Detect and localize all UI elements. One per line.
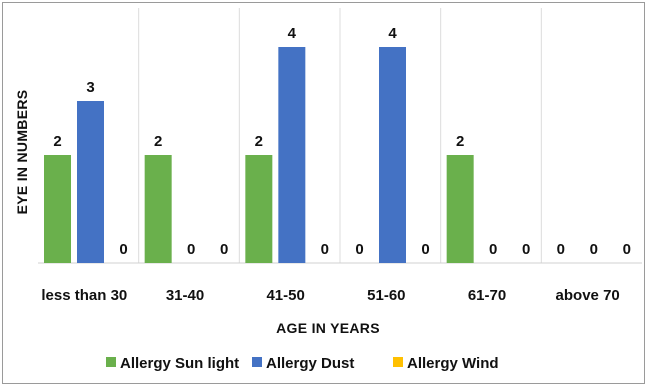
- bar: [278, 47, 306, 263]
- x-tick-label: less than 30: [41, 287, 127, 304]
- bar: [379, 47, 406, 263]
- data-label: 0: [321, 241, 329, 258]
- data-label: 2: [154, 133, 162, 150]
- legend-entry: Allergy Sun light: [120, 355, 239, 372]
- data-label: 0: [220, 241, 228, 258]
- bar: [77, 101, 104, 263]
- data-label: 2: [456, 133, 464, 150]
- data-label: 0: [119, 241, 127, 258]
- bar: [446, 155, 474, 263]
- data-label: 0: [489, 241, 497, 258]
- legend: Allergy Sun light Allergy Dust Allergy Win…: [106, 355, 499, 372]
- bar: [144, 155, 172, 263]
- x-tick-label: 61-70: [468, 287, 506, 304]
- x-tick-label: 51-60: [367, 287, 405, 304]
- x-axis-title: AGE IN YEARS: [276, 320, 380, 336]
- data-label: 0: [421, 241, 429, 258]
- x-tick-label: 31-40: [166, 287, 204, 304]
- bar: [44, 155, 71, 263]
- data-label: 0: [522, 241, 530, 258]
- legend-swatch: [393, 357, 403, 367]
- data-label: 0: [187, 241, 195, 258]
- data-label: 2: [53, 133, 61, 150]
- data-label: 0: [355, 241, 363, 258]
- bar: [245, 155, 273, 263]
- legend-swatch: [106, 357, 116, 367]
- data-label: 4: [288, 25, 297, 42]
- chart-frame: [2, 2, 645, 384]
- data-label: 0: [557, 241, 565, 258]
- legend-entry: Allergy Wind: [407, 355, 499, 372]
- x-tick-label: above 70: [556, 287, 620, 304]
- bars: [44, 47, 474, 263]
- x-tick-label: 41-50: [266, 287, 304, 304]
- legend-swatch: [252, 357, 262, 367]
- data-label: 4: [388, 25, 397, 42]
- x-tick-labels: less than 30 31-40 41-50 51-60 61-70 above 70: [41, 287, 619, 304]
- data-labels: 2 3 0 2 0 0 2 4 0 0 4 0 2 0 0 0 0 0: [53, 25, 631, 258]
- category-gridlines: [138, 8, 542, 263]
- legend-entry: Allergy Dust: [266, 355, 354, 372]
- data-label: 0: [623, 241, 631, 258]
- y-axis-title: EYE IN NUMBERS: [14, 90, 30, 215]
- data-label: 2: [255, 133, 263, 150]
- data-label: 0: [590, 241, 598, 258]
- data-label: 3: [86, 79, 94, 96]
